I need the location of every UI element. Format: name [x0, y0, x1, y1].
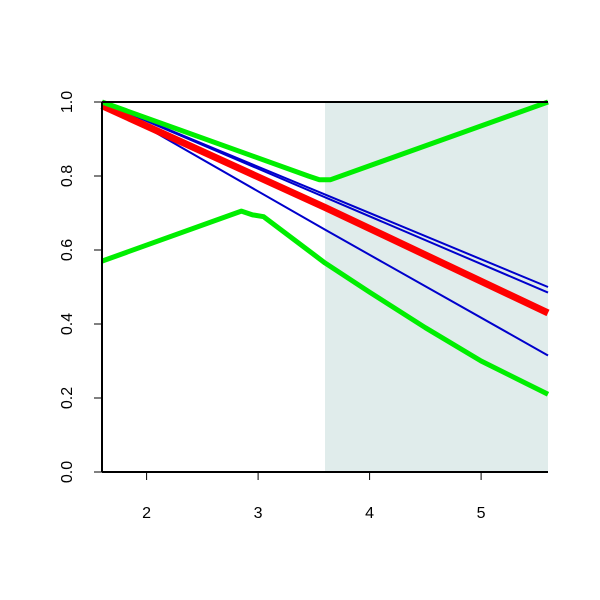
line — [101, 101, 549, 294]
line — [101, 99, 549, 183]
x-tick-label: 4 — [365, 505, 374, 522]
line — [101, 208, 550, 397]
y-tick-label: 1.0 — [59, 91, 76, 113]
x-tick-label: 3 — [254, 505, 263, 522]
line — [101, 101, 549, 357]
y-tick-label: 0.8 — [59, 165, 76, 187]
y-tick-label: 0.0 — [59, 461, 76, 483]
y-tick-label: 0.4 — [59, 313, 76, 335]
y-tick-label: 0.2 — [59, 387, 76, 409]
y-tick-label: 0.6 — [59, 239, 76, 261]
x-tick-label: 5 — [477, 505, 486, 522]
line — [100, 102, 550, 317]
x-tick-label: 2 — [142, 505, 151, 522]
